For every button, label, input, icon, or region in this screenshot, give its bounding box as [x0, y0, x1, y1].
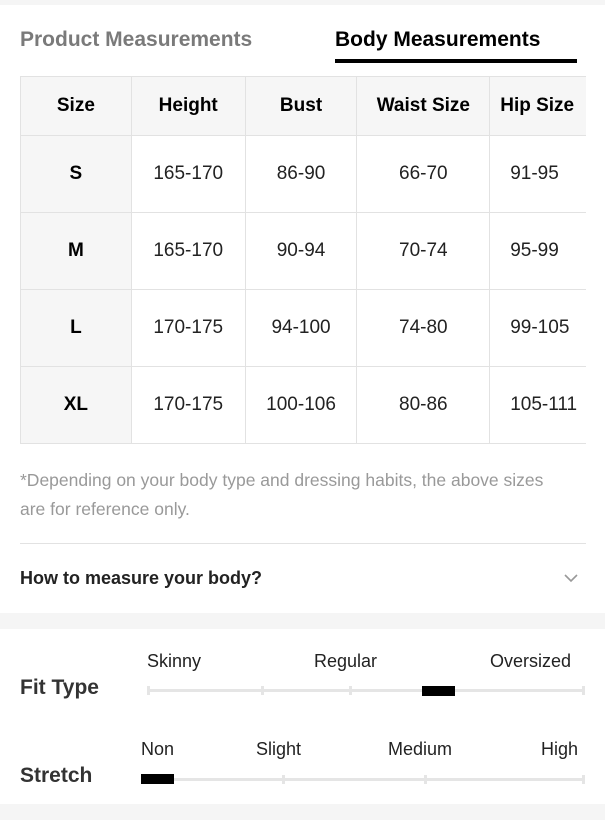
table-row: M 165-170 90-94 70-74 95-99 — [20, 212, 586, 290]
table-row: S 165-170 86-90 66-70 91-95 — [20, 135, 586, 213]
reference-note: *Depending on your body type and dressin… — [20, 470, 544, 519]
measurement-cell: 66-70 — [356, 135, 491, 213]
fit-type-label: Fit Type — [20, 676, 99, 699]
size-cell: M — [20, 212, 132, 290]
table-row: L 170-175 94-100 74-80 99-105 — [20, 289, 586, 367]
fit-option-regular: Regular — [314, 651, 378, 671]
header-cell: Waist Size — [356, 76, 491, 136]
measurement-cell: 170-175 — [130, 289, 246, 367]
measurement-cell: 80-86 — [356, 366, 491, 444]
stretch-option-slight: Slight — [256, 739, 302, 759]
size-cell: S — [20, 135, 132, 213]
measurement-cell: 86-90 — [244, 135, 358, 213]
stretch-option-medium: Medium — [388, 739, 453, 759]
header-cell: Hip Size — [489, 76, 586, 136]
measurement-cell: 74-80 — [356, 289, 491, 367]
measurement-cell: 105-111 — [489, 366, 586, 444]
chevron-down-icon[interactable] — [563, 572, 579, 584]
header-cell: Size — [20, 76, 132, 136]
scale-tick — [424, 775, 427, 784]
tab-product-measurements[interactable]: Product Measurements — [20, 28, 253, 51]
scale-tick — [349, 686, 352, 695]
measurement-cell: 91-95 — [489, 135, 586, 213]
scale-tick — [147, 686, 150, 695]
measurement-cell: 165-170 — [130, 212, 246, 290]
stretch-option-high: High — [541, 739, 579, 759]
measurement-cell: 170-175 — [130, 366, 246, 444]
how-to-measure-toggle[interactable]: How to measure your body? — [20, 568, 263, 588]
stretch-marker — [141, 774, 174, 784]
active-tab-indicator — [335, 59, 577, 63]
stretch-scale — [142, 778, 585, 781]
measurement-cell: 100-106 — [244, 366, 358, 444]
table-header-row: Size Height Bust Waist Size Hip Size — [20, 76, 586, 136]
size-cell: L — [20, 289, 132, 367]
table-row: XL 170-175 100-106 80-86 105-111 — [20, 366, 586, 444]
measurement-cell: 95-99 — [489, 212, 586, 290]
scale-tick — [282, 775, 285, 784]
scale-tick — [582, 686, 585, 695]
scale-tick — [261, 686, 264, 695]
fit-option-oversized: Oversized — [490, 651, 572, 671]
fit-type-scale — [148, 689, 585, 692]
fit-type-marker — [422, 686, 455, 696]
measurement-cell: 99-105 — [489, 289, 586, 367]
divider — [20, 543, 586, 544]
size-table: Size Height Bust Waist Size Hip Size S 16… — [20, 76, 586, 445]
stretch-option-non: Non — [141, 739, 175, 759]
tab-body-measurements[interactable]: Body Measurements — [335, 28, 541, 51]
measurement-cell: 94-100 — [244, 289, 358, 367]
stretch-label: Stretch — [20, 764, 93, 787]
fit-option-skinny: Skinny — [147, 651, 202, 671]
size-cell: XL — [20, 366, 132, 444]
scale-tick — [582, 775, 585, 784]
measurement-cell: 90-94 — [244, 212, 358, 290]
fit-info-card — [0, 629, 605, 804]
measurement-cell: 70-74 — [356, 212, 491, 290]
measurement-cell: 165-170 — [130, 135, 246, 213]
header-cell: Height — [130, 76, 246, 136]
header-cell: Bust — [244, 76, 358, 136]
